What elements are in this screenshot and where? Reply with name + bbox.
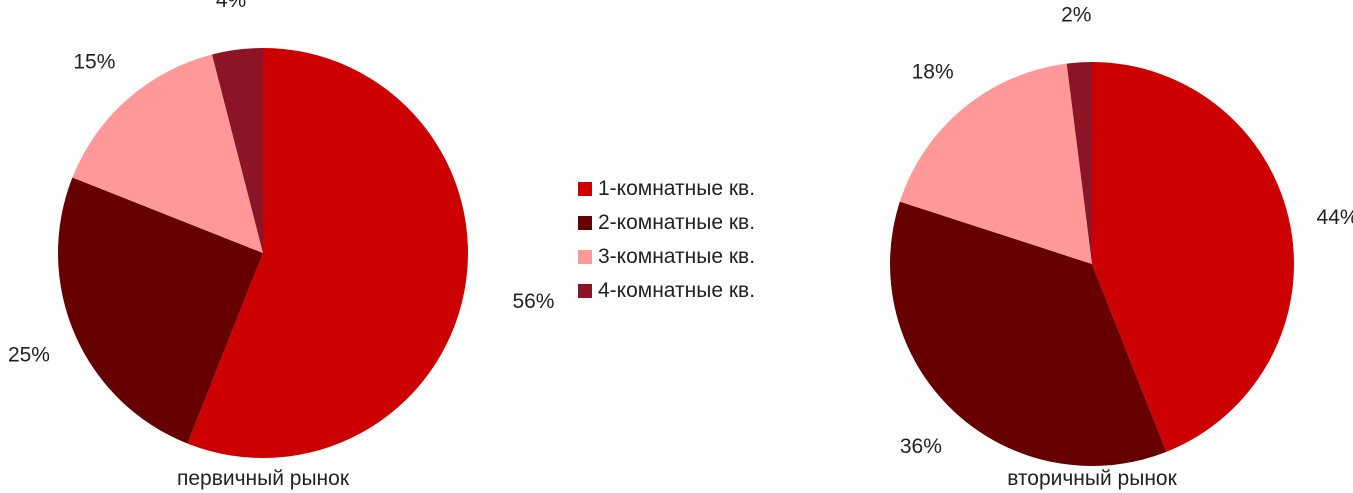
legend-item-4-room: 4-комнатные кв. — [578, 274, 755, 308]
pie-caption: первичный рынок — [177, 467, 350, 490]
pie-slice-2-room — [57, 177, 263, 444]
slice-label-1-room: 44% — [1317, 206, 1353, 229]
pie-slice-4-room — [212, 48, 263, 253]
pie-slice-2-room — [890, 201, 1167, 467]
pie-primary-market: 56% 25% 15% 4% первичный рынок — [8, 0, 555, 490]
pie-caption: вторичный рынок — [1007, 467, 1177, 490]
legend-label-3-room: 3-комнатные кв. — [598, 245, 756, 268]
legend-label-2-room: 2-комнатные кв. — [598, 211, 756, 234]
pie-slice-4-room — [1066, 62, 1092, 264]
slice-label-2-room: 36% — [900, 435, 942, 458]
pie-secondary-market: 44% 36% 18% 2% вторичный рынок — [890, 3, 1353, 490]
legend-item-3-room: 3-комнатные кв. — [578, 240, 755, 274]
slice-label-1-room: 56% — [512, 290, 554, 313]
legend-swatch-1-room — [578, 182, 592, 196]
slice-label-2-room: 25% — [8, 343, 50, 366]
slice-label-4-room: 4% — [216, 0, 246, 12]
pie-slice-3-room — [72, 54, 264, 253]
slice-label-4-room: 2% — [1061, 3, 1091, 26]
legend-label-1-room: 1-комнатные кв. — [598, 177, 756, 200]
slice-label-3-room: 18% — [912, 60, 954, 83]
slice-label-3-room: 15% — [73, 51, 115, 74]
legend: 1-комнатные кв. 2-комнатные кв. 3-комнат… — [578, 172, 755, 308]
legend-item-2-room: 2-комнатные кв. — [578, 206, 755, 240]
legend-swatch-3-room — [578, 250, 592, 264]
pie-slice-3-room — [899, 63, 1092, 264]
legend-label-4-room: 4-комнатные кв. — [598, 279, 756, 302]
pie-slice-1-room — [1092, 62, 1294, 452]
pie-slice-1-room — [187, 48, 468, 458]
legend-swatch-2-room — [578, 216, 592, 230]
legend-item-1-room: 1-комнатные кв. — [578, 172, 755, 206]
legend-swatch-4-room — [578, 284, 592, 298]
